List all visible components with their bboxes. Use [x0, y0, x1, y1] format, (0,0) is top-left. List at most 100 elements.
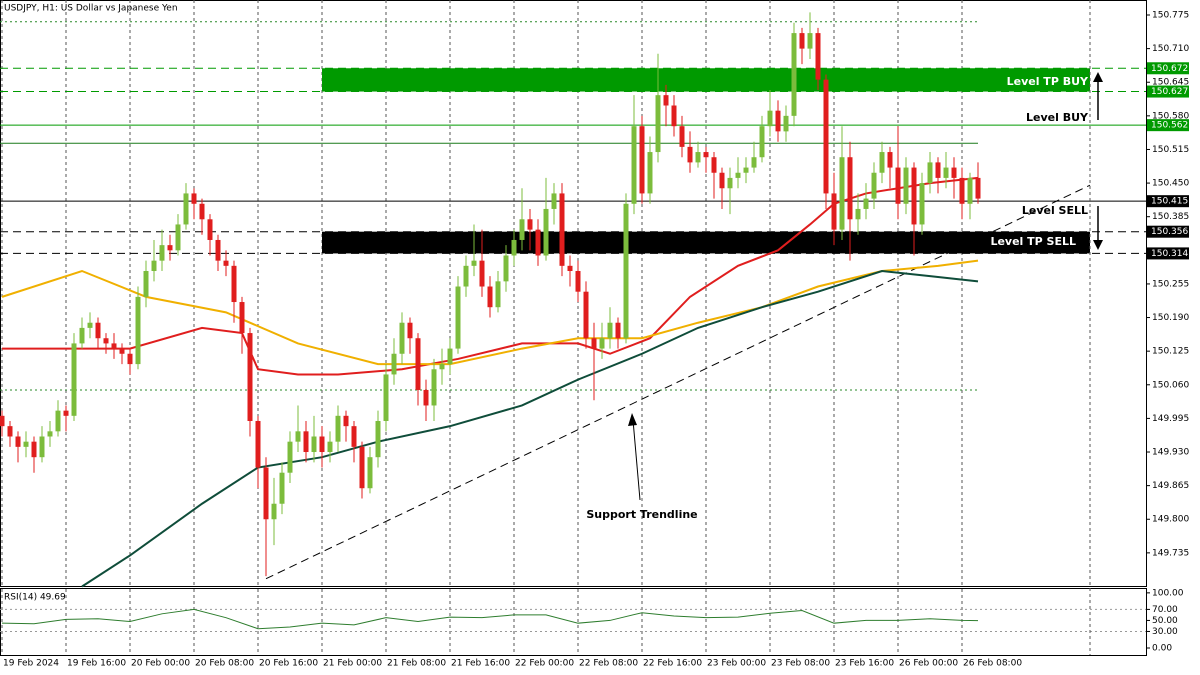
trendline: [265, 184, 1091, 580]
candle-body: [487, 286, 493, 308]
candle-body: [215, 239, 221, 261]
y-tick-label: 150.515: [1152, 145, 1189, 155]
candle-body: [695, 152, 701, 163]
candle-body: [0, 415, 5, 427]
candle-body: [135, 296, 141, 365]
candle-body: [463, 265, 469, 287]
candle-body: [479, 260, 485, 287]
candle-body: [39, 436, 45, 458]
candle-body: [815, 33, 821, 80]
y-tick-label: 100.00: [1152, 588, 1184, 598]
annotation: Support Trendline: [586, 508, 697, 521]
candle-body: [863, 198, 869, 209]
candle-body: [311, 436, 317, 453]
candle-body: [231, 265, 237, 303]
candle-body: [399, 322, 405, 354]
candle-body: [823, 79, 829, 194]
annotation: Level BUY: [1026, 111, 1089, 124]
y-tick-label: 150.255: [1152, 279, 1189, 289]
y-tick-label: 149.735: [1152, 548, 1189, 558]
candle-body: [183, 193, 189, 225]
candle-body: [647, 152, 653, 194]
level-tag: [1147, 247, 1189, 260]
candle-body: [63, 410, 69, 416]
arrow-head: [1093, 240, 1103, 250]
level-label: 150.627: [1151, 87, 1188, 97]
candle-body: [935, 162, 941, 178]
candle-body: [167, 245, 173, 251]
price-panel: [0, 0, 1147, 587]
level-tag: [1147, 62, 1189, 75]
candle-body: [7, 426, 13, 437]
chart-title: USDJPY, H1: US Dollar vs Japanese Yen: [4, 4, 178, 14]
candle-body: [423, 389, 429, 406]
candle-body: [751, 157, 757, 168]
candle-body: [255, 420, 261, 468]
candle-body: [967, 177, 973, 204]
candle-body: [919, 183, 925, 225]
candle-body: [495, 281, 501, 308]
candle-body: [679, 126, 685, 147]
moving-average: [1, 259, 979, 366]
candle-body: [575, 271, 581, 292]
y-tick-label: 150.190: [1152, 313, 1189, 323]
level-tag: [1147, 119, 1189, 132]
y-tick-label: 150.450: [1152, 179, 1189, 189]
level-tag: [1147, 225, 1189, 238]
candle-body: [415, 338, 421, 390]
x-tick-label: 21 Feb 00:00: [323, 659, 382, 669]
candle-body: [879, 152, 885, 173]
candle-body: [903, 167, 909, 204]
candle-body: [831, 193, 837, 230]
x-tick-label: 23 Feb 08:00: [771, 659, 830, 669]
candle-body: [303, 431, 309, 453]
candle-body: [727, 177, 733, 189]
y-tick-label: 0.00: [1152, 643, 1172, 653]
level-label: 150.562: [1151, 121, 1188, 131]
level-label: 150.356: [1151, 227, 1188, 237]
candle-body: [471, 260, 477, 266]
candle-body: [799, 33, 805, 49]
candle-body: [895, 167, 901, 204]
candle-body: [287, 441, 293, 473]
candle-body: [47, 431, 53, 437]
candle-body: [55, 410, 61, 432]
y-tick-label: 150.060: [1152, 380, 1189, 390]
candle-body: [335, 415, 341, 442]
level-tag: [1147, 195, 1189, 208]
candle-body: [759, 126, 765, 158]
x-tick-label: 23 Feb 16:00: [835, 659, 894, 669]
candle-body: [783, 115, 789, 132]
y-tick-label: 150.125: [1152, 347, 1189, 357]
y-tick-label: 150.645: [1152, 78, 1189, 88]
candle-body: [87, 322, 93, 328]
annotation: Level TP BUY: [1007, 75, 1089, 88]
candle-body: [583, 291, 589, 339]
candle-body: [151, 260, 157, 272]
candle-body: [143, 271, 149, 297]
candle-body: [103, 338, 109, 344]
candle-body: [943, 167, 949, 178]
candle-body: [887, 152, 893, 168]
candle-body: [15, 436, 21, 447]
moving-average: [81, 269, 979, 588]
candle-body: [767, 110, 773, 127]
x-tick-label: 22 Feb 00:00: [515, 659, 574, 669]
zone: [322, 231, 1090, 254]
candle-body: [951, 167, 957, 178]
candle-body: [271, 503, 277, 520]
candle-body: [703, 152, 709, 158]
candle-body: [687, 146, 693, 163]
candle-body: [375, 420, 381, 458]
y-tick-label: 149.800: [1152, 515, 1189, 525]
candle-body: [711, 157, 717, 173]
candle-body: [743, 167, 749, 173]
candle-body: [631, 126, 637, 204]
y-tick-label: 149.995: [1152, 414, 1189, 424]
x-tick-label: 26 Feb 00:00: [899, 659, 958, 669]
candle-body: [127, 353, 133, 365]
candle-body: [671, 105, 677, 127]
x-tick-label: 19 Feb 2024: [3, 659, 59, 669]
candle-body: [503, 255, 509, 282]
